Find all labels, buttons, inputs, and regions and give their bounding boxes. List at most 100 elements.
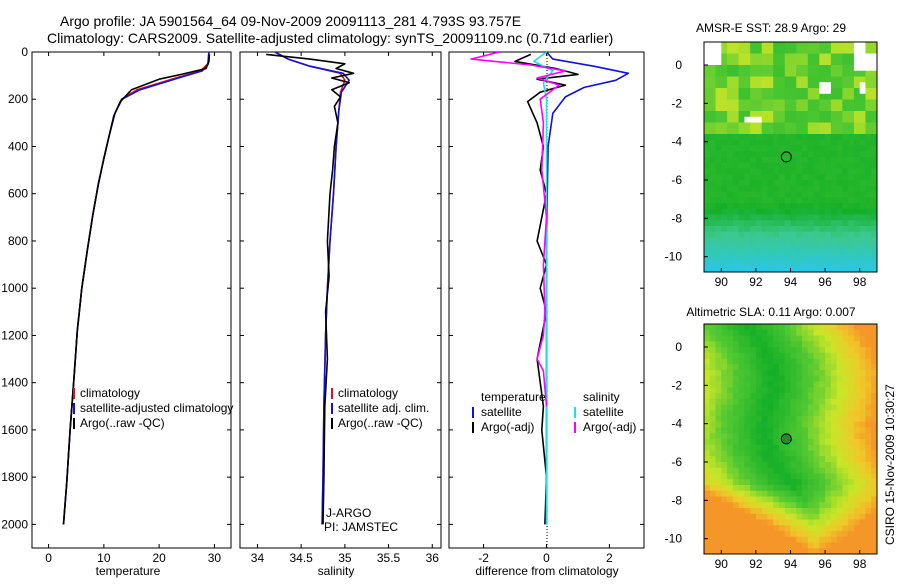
sla-map-cell [727,347,734,354]
sst-map-cell [715,168,722,175]
sst-map-cell [727,226,734,233]
sla-map-cell [778,427,786,434]
sla-map-cell [767,358,774,365]
sla-map-cell [865,536,872,543]
sst-map-cell [813,243,820,250]
sla-map-cell [750,410,757,417]
sla-map-cell [721,416,728,423]
sst-map-cell [836,249,843,256]
sla-map-cell [813,473,820,480]
sla-map-cell [819,335,826,342]
sst-map-cell [842,191,849,198]
sla-map-cell [802,375,809,382]
sla-map-cell [721,536,728,543]
sla-map-cell [750,473,757,480]
sst-map-cell [819,185,826,192]
sla-map-cell [704,358,711,365]
sst-map-cell [750,168,757,175]
sla-map-cell [709,335,716,342]
sst-map-cell [767,157,774,164]
sst-map-cell [830,99,838,106]
sla-map-cell [738,513,745,520]
sst-map-cell [853,226,861,233]
sla-map-cell [859,341,866,348]
sla-map-cell [744,462,751,469]
sla-map-panel: Altimetric SLA: 0.11 Argo: 0.007 90 92 94 9… [665,305,878,571]
depth-tick-label: 400 [8,139,28,153]
sla-map-cell [704,542,711,549]
sla-map-cell [807,341,814,348]
sla-map-cell [813,410,820,417]
sst-map-cell [848,122,855,129]
sst-map-cell [744,59,751,66]
sst-map-cell [836,134,843,141]
sst-map-cell [704,243,711,250]
sst-map-cell [790,214,797,221]
sla-map-cell [773,479,780,486]
sst-map-cell [848,243,855,250]
sla-map-cell [865,485,872,492]
sla-map-cell [704,462,711,469]
sla-map-cell [790,375,797,382]
sla-map-cell [721,358,728,365]
sst-map-cell [830,243,838,250]
sla-map-cell [796,439,803,446]
sla-map-cell [853,421,861,428]
sla-map-cell [704,364,711,371]
sla-map-cell [848,433,855,440]
sla-map-cell [784,427,791,434]
sla-map-cell [802,358,809,365]
sla-map-cell [704,381,711,388]
sla-map-cell [755,531,763,538]
sst-map-cell [853,116,861,123]
depth-tick-label: 0 [21,45,28,59]
sst-map-cell [825,151,832,158]
sla-map-cell [830,496,838,503]
sla-map-cell [709,542,716,549]
sst-map-cell [819,180,826,187]
sst-map-cell [732,116,739,123]
sst-map-cell [842,254,849,261]
sst-map-cell [859,47,866,54]
sla-map-cell [744,329,751,336]
sla-map-cell [836,525,843,532]
sst-map-cell [738,162,745,169]
sla-map-cell [755,370,763,377]
salinity-annotation-jargo: J-ARGO [326,506,371,520]
sla-map-cell [755,324,763,331]
sla-map-cell [709,462,716,469]
sla-map-cell [807,433,814,440]
sla-map-cell [738,456,745,463]
sst-map-cell [738,237,745,244]
sst-map-cell [796,93,803,100]
sst-map-cell [819,162,826,169]
sst-map-cell [767,243,774,250]
sst-map-cell [750,254,757,261]
sla-map-cell [796,375,803,382]
sst-map-cell [790,47,797,54]
sst-map-cell [842,105,849,112]
sla-map-cell [767,324,774,331]
sst-map-cell [853,139,861,146]
sst-map-cell [761,111,768,118]
sst-map-cell [727,254,734,261]
sla-map-cell [790,335,797,342]
sst-map-cell [790,82,797,89]
sla-map-cell [732,473,739,480]
sst-map-cell [738,249,745,256]
sst-map-cell [848,185,855,192]
sst-map-cell [865,243,872,250]
sla-map-cell [830,375,838,382]
sst-map-cell [859,162,866,169]
sst-map-cell [813,237,820,244]
sla-map-cell [865,358,872,365]
sst-map-cell [830,53,838,60]
sst-map-cell [704,82,711,89]
sst-map-cell [727,99,734,106]
sst-map-cell [709,42,716,49]
sst-map-cell [744,134,751,141]
sla-map-cell [859,479,866,486]
sst-map-cell [773,162,780,169]
sla-map-cell [859,381,866,388]
